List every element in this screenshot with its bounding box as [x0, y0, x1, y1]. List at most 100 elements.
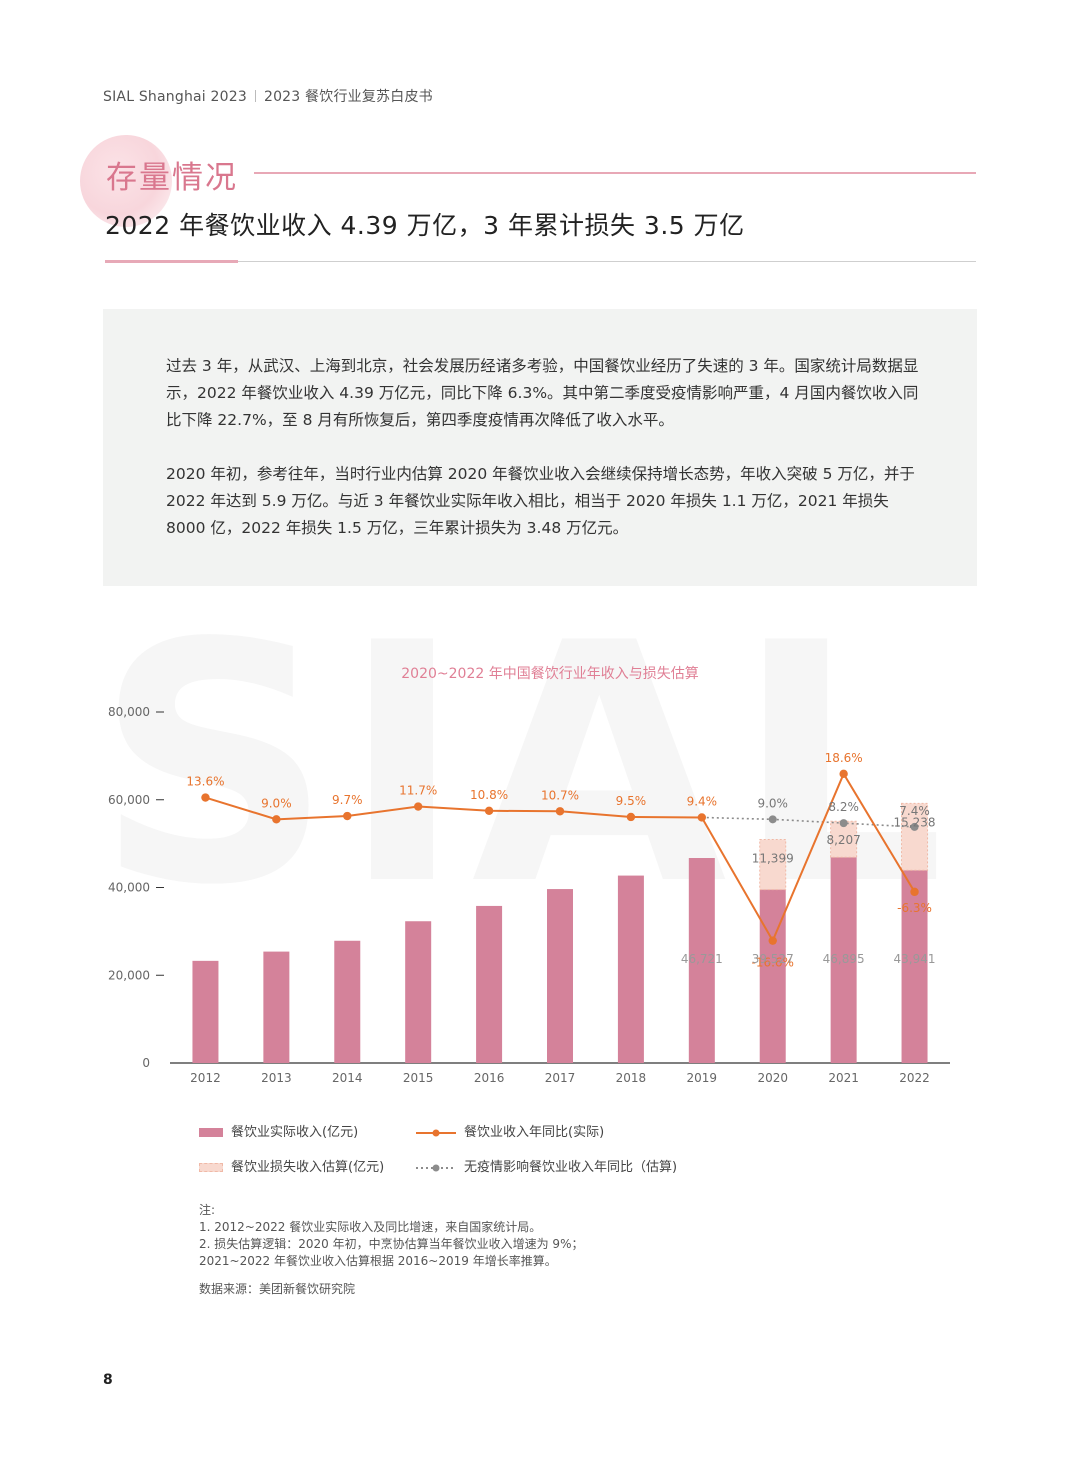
line-actual — [201, 769, 919, 945]
point-estimated — [768, 815, 777, 824]
bar-actual — [617, 875, 644, 1063]
x-tick-label: 2019 — [687, 1071, 718, 1085]
label-actual-revenue: 39,527 — [752, 952, 794, 966]
chart-title: 2020~2022 年中国餐饮行业年收入与损失估算 — [401, 666, 698, 682]
bar-actual — [547, 889, 573, 1063]
bar-actual — [830, 857, 857, 1063]
headline-rule — [105, 261, 976, 262]
note-1: 1. 2012~2022 餐饮业实际收入及同比增速，来自国家统计局。 — [199, 1220, 542, 1234]
line-estimated-path — [701, 816, 915, 828]
x-tick-label: 2012 — [190, 1071, 221, 1085]
x-tick-label: 2014 — [332, 1071, 363, 1085]
legend-line-est-swatch — [416, 1164, 456, 1171]
point-actual — [484, 806, 494, 816]
point-actual — [768, 936, 777, 945]
intro-box: 过去 3 年，从武汉、上海到北京，社会发展历经诸多考验，中国餐饮业经历了失速的 … — [103, 309, 977, 586]
y-tick-label: 80,000 — [108, 705, 150, 719]
x-tick-label: 2018 — [616, 1071, 647, 1085]
legend-loss-label: 餐饮业损失收入估算(亿元) — [231, 1160, 385, 1175]
bar-loss — [901, 802, 929, 871]
x-tick-label: 2013 — [261, 1071, 292, 1085]
label-actual-revenue: 46,895 — [823, 952, 865, 966]
legend-yoy-est-label: 无疫情影响餐饮业收入年同比（估算) — [464, 1160, 678, 1175]
chart-notes: 注: 1. 2012~2022 餐饮业实际收入及同比增速，来自国家统计局。 2.… — [199, 1202, 583, 1270]
note-3: 2021~2022 年餐饮业收入估算根据 2016~2019 年增长率推算。 — [199, 1254, 557, 1268]
label-yoy-actual: 13.6% — [186, 775, 224, 789]
y-tick-label: 40,000 — [108, 881, 150, 895]
label-loss: 15,238 — [894, 815, 936, 829]
label-yoy-actual: 10.7% — [541, 788, 579, 802]
label-yoy-actual: 9.4% — [687, 794, 718, 808]
bar-actual — [476, 905, 503, 1063]
headline-rule-accent — [105, 260, 238, 263]
notes-heading: 注: — [199, 1203, 216, 1217]
bar-actual — [688, 858, 715, 1063]
label-yoy-actual: -16.6% — [752, 956, 794, 970]
y-tick-label: 20,000 — [108, 968, 150, 982]
label-yoy-actual: 10.8% — [470, 788, 508, 802]
revenue-chart: 2020~2022 年中国餐饮行业年收入与损失估算 0 20,000 40,000 6… — [108, 666, 950, 1085]
watermark: SIAL — [95, 573, 954, 957]
point-actual — [839, 769, 848, 779]
page-number: 8 — [103, 1372, 113, 1388]
section-title-rule — [254, 172, 976, 174]
point-actual — [910, 887, 919, 897]
data-labels: 13.6% 9.0% 9.7% 11.7% 10.8% 10.7% 9.5% 9.4% -16.… — [186, 751, 935, 970]
label-yoy-estimated: 9.0% — [757, 796, 788, 810]
x-axis: 2012 2013 2014 2015 2016 2017 2018 2019 2020 2021… — [170, 1062, 950, 1085]
legend-actual-label: 餐饮业实际收入(亿元) — [231, 1125, 359, 1140]
y-axis: 0 20,000 40,000 60,000 80,000 — [108, 705, 164, 1070]
legend-yoy-actual: 餐饮业收入年同比(实际) — [416, 1121, 604, 1140]
x-tick-label: 2021 — [828, 1071, 859, 1085]
bar-actual — [263, 951, 290, 1063]
y-tick-label: 0 — [142, 1056, 150, 1070]
x-tick-label: 2017 — [545, 1071, 576, 1085]
legend-loss: 餐饮业损失收入估算(亿元) — [199, 1156, 384, 1175]
point-estimated — [839, 819, 848, 828]
intro-paragraph-1: 过去 3 年，从武汉、上海到北京，社会发展历经诸多考验，中国餐饮业经历了失速的 … — [166, 357, 919, 429]
header-separator — [254, 90, 256, 102]
point-actual — [413, 802, 423, 811]
note-2: 2. 损失估算逻辑：2020 年初，中烹协估算当年餐饮业收入增速为 9%； — [199, 1237, 584, 1251]
label-loss: 8,207 — [826, 833, 860, 847]
line-estimated — [701, 815, 919, 831]
point-actual — [626, 812, 636, 822]
legend-actual: 餐饮业实际收入(亿元) — [199, 1121, 358, 1140]
label-yoy-actual: 9.5% — [616, 794, 647, 808]
bar-actual — [334, 940, 361, 1063]
label-yoy-actual: 18.6% — [825, 751, 863, 765]
label-yoy-actual: 11.7% — [399, 784, 437, 798]
section-title: 存量情况 — [106, 160, 238, 196]
label-yoy-actual: -6.3% — [897, 901, 932, 915]
point-actual — [201, 793, 210, 802]
label-loss: 11,399 — [752, 852, 794, 866]
bar-actual — [405, 921, 432, 1063]
bar-loss — [759, 839, 787, 891]
legend-yoy-actual-label: 餐饮业收入年同比(实际) — [464, 1125, 605, 1140]
x-tick-label: 2016 — [474, 1071, 505, 1085]
data-source: 数据来源：美团新餐饮研究院 — [199, 1282, 356, 1296]
page-headline: 2022 年餐饮业收入 4.39 万亿，3 年累计损失 3.5 万亿 — [105, 211, 745, 240]
bar-actual — [759, 889, 786, 1063]
legend-bar-swatch — [199, 1128, 223, 1137]
y-tick-label: 60,000 — [108, 793, 150, 807]
x-tick-label: 2022 — [899, 1071, 930, 1085]
x-tick-label: 2015 — [403, 1071, 434, 1085]
point-actual — [272, 815, 281, 824]
point-estimated — [910, 822, 919, 831]
bar-actual — [901, 870, 928, 1063]
label-yoy-actual: 9.7% — [332, 793, 363, 807]
label-actual-revenue: 43,941 — [894, 952, 936, 966]
intro-paragraph-2: 2020 年初，参考往年，当时行业内估算 2020 年餐饮业收入会继续保持增长态… — [166, 465, 915, 537]
legend-yoy-est: 无疫情影响餐饮业收入年同比（估算) — [416, 1156, 677, 1175]
label-yoy-estimated: 7.4% — [899, 804, 930, 818]
point-actual — [343, 811, 352, 821]
page-header: SIAL Shanghai 2023 2023 餐饮行业复苏白皮书 — [103, 86, 433, 106]
bars-actual — [192, 857, 928, 1063]
point-actual — [555, 807, 565, 816]
header-brand: SIAL Shanghai 2023 — [103, 89, 247, 105]
label-yoy-actual: 9.0% — [261, 796, 292, 810]
point-actual — [697, 813, 707, 822]
x-tick-label: 2020 — [757, 1071, 788, 1085]
decorative-circle — [80, 135, 172, 227]
